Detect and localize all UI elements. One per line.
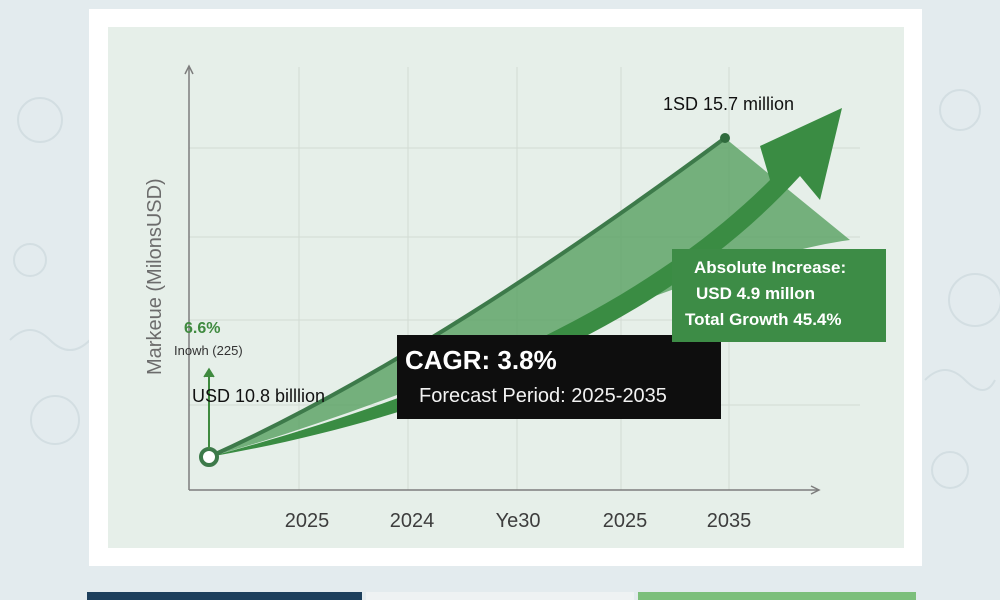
- series-line: [208, 136, 727, 459]
- x-tick-label: 2024: [390, 510, 435, 532]
- side-note-percent: 6.6%: [184, 320, 220, 337]
- x-tick-label: 2025: [285, 510, 330, 532]
- total-growth: Total Growth 45.4%: [685, 310, 842, 329]
- x-tick-label: Ye30: [496, 510, 541, 532]
- growth-area: [209, 138, 850, 457]
- cagr-callout: CAGR: 3.8% Forecast Period: 2025-2035: [397, 335, 721, 419]
- y-axis-label: Markeue (MilonsUSD): [144, 178, 166, 375]
- growth-arrow: [209, 108, 842, 457]
- side-note-caption: Inowh (225): [174, 343, 243, 358]
- bottom-panel-strip-light: [366, 592, 634, 600]
- absolute-increase-callout: Absolute Increase: USD 4.9 millon Total …: [672, 249, 886, 342]
- start-point: [199, 447, 219, 467]
- absolute-increase-value: USD 4.9 millon: [696, 284, 816, 303]
- start-marker-arrowhead: [203, 367, 215, 378]
- absolute-increase-title: Absolute Increase:: [694, 258, 847, 277]
- start-value-label: USD 10.8 billlion: [192, 386, 325, 406]
- cagr-title: CAGR: 3.8%: [405, 345, 557, 375]
- bottom-panel-strip-green: [638, 592, 916, 600]
- x-axis-arrow: [810, 485, 821, 495]
- forecast-period: Forecast Period: 2025-2035: [419, 385, 667, 407]
- end-point: [720, 133, 730, 143]
- end-value-label: 1SD 15.7 million: [663, 94, 794, 114]
- axes: [184, 64, 821, 495]
- y-axis-arrow: [184, 64, 194, 75]
- x-tick-label: 2025: [603, 510, 648, 532]
- x-tick-label: 2035: [707, 510, 752, 532]
- x-tick-labels: 2025 2024 Ye30 2025 2035: [285, 510, 752, 532]
- bottom-panel-strip-dark: [87, 592, 362, 600]
